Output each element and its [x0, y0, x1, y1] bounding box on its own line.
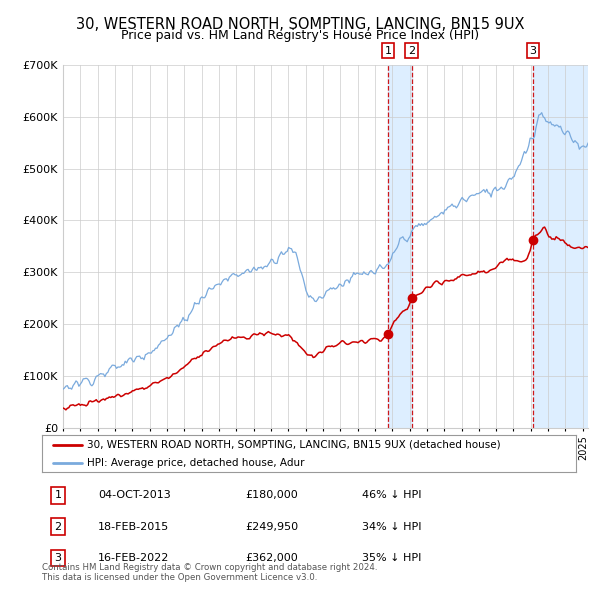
Text: 2: 2	[408, 45, 415, 55]
Text: £180,000: £180,000	[245, 490, 298, 500]
Text: 35% ↓ HPI: 35% ↓ HPI	[362, 553, 422, 563]
Text: 1: 1	[55, 490, 62, 500]
Text: 3: 3	[530, 45, 536, 55]
Text: 30, WESTERN ROAD NORTH, SOMPTING, LANCING, BN15 9UX (detached house): 30, WESTERN ROAD NORTH, SOMPTING, LANCIN…	[88, 440, 501, 450]
Text: Contains HM Land Registry data © Crown copyright and database right 2024.
This d: Contains HM Land Registry data © Crown c…	[42, 563, 377, 582]
Text: HPI: Average price, detached house, Adur: HPI: Average price, detached house, Adur	[88, 458, 305, 468]
Text: 30, WESTERN ROAD NORTH, SOMPTING, LANCING, BN15 9UX: 30, WESTERN ROAD NORTH, SOMPTING, LANCIN…	[76, 17, 524, 31]
Bar	[388, 65, 412, 428]
Bar	[533, 65, 588, 428]
Text: 16-FEB-2022: 16-FEB-2022	[98, 553, 169, 563]
Text: Price paid vs. HM Land Registry's House Price Index (HPI): Price paid vs. HM Land Registry's House …	[121, 29, 479, 42]
Text: 3: 3	[55, 553, 62, 563]
Text: 04-OCT-2013: 04-OCT-2013	[98, 490, 171, 500]
Text: £249,950: £249,950	[245, 522, 298, 532]
Text: 34% ↓ HPI: 34% ↓ HPI	[362, 522, 422, 532]
Text: 46% ↓ HPI: 46% ↓ HPI	[362, 490, 422, 500]
Text: 1: 1	[385, 45, 391, 55]
Text: 2: 2	[55, 522, 62, 532]
Text: 18-FEB-2015: 18-FEB-2015	[98, 522, 169, 532]
Text: £362,000: £362,000	[245, 553, 298, 563]
